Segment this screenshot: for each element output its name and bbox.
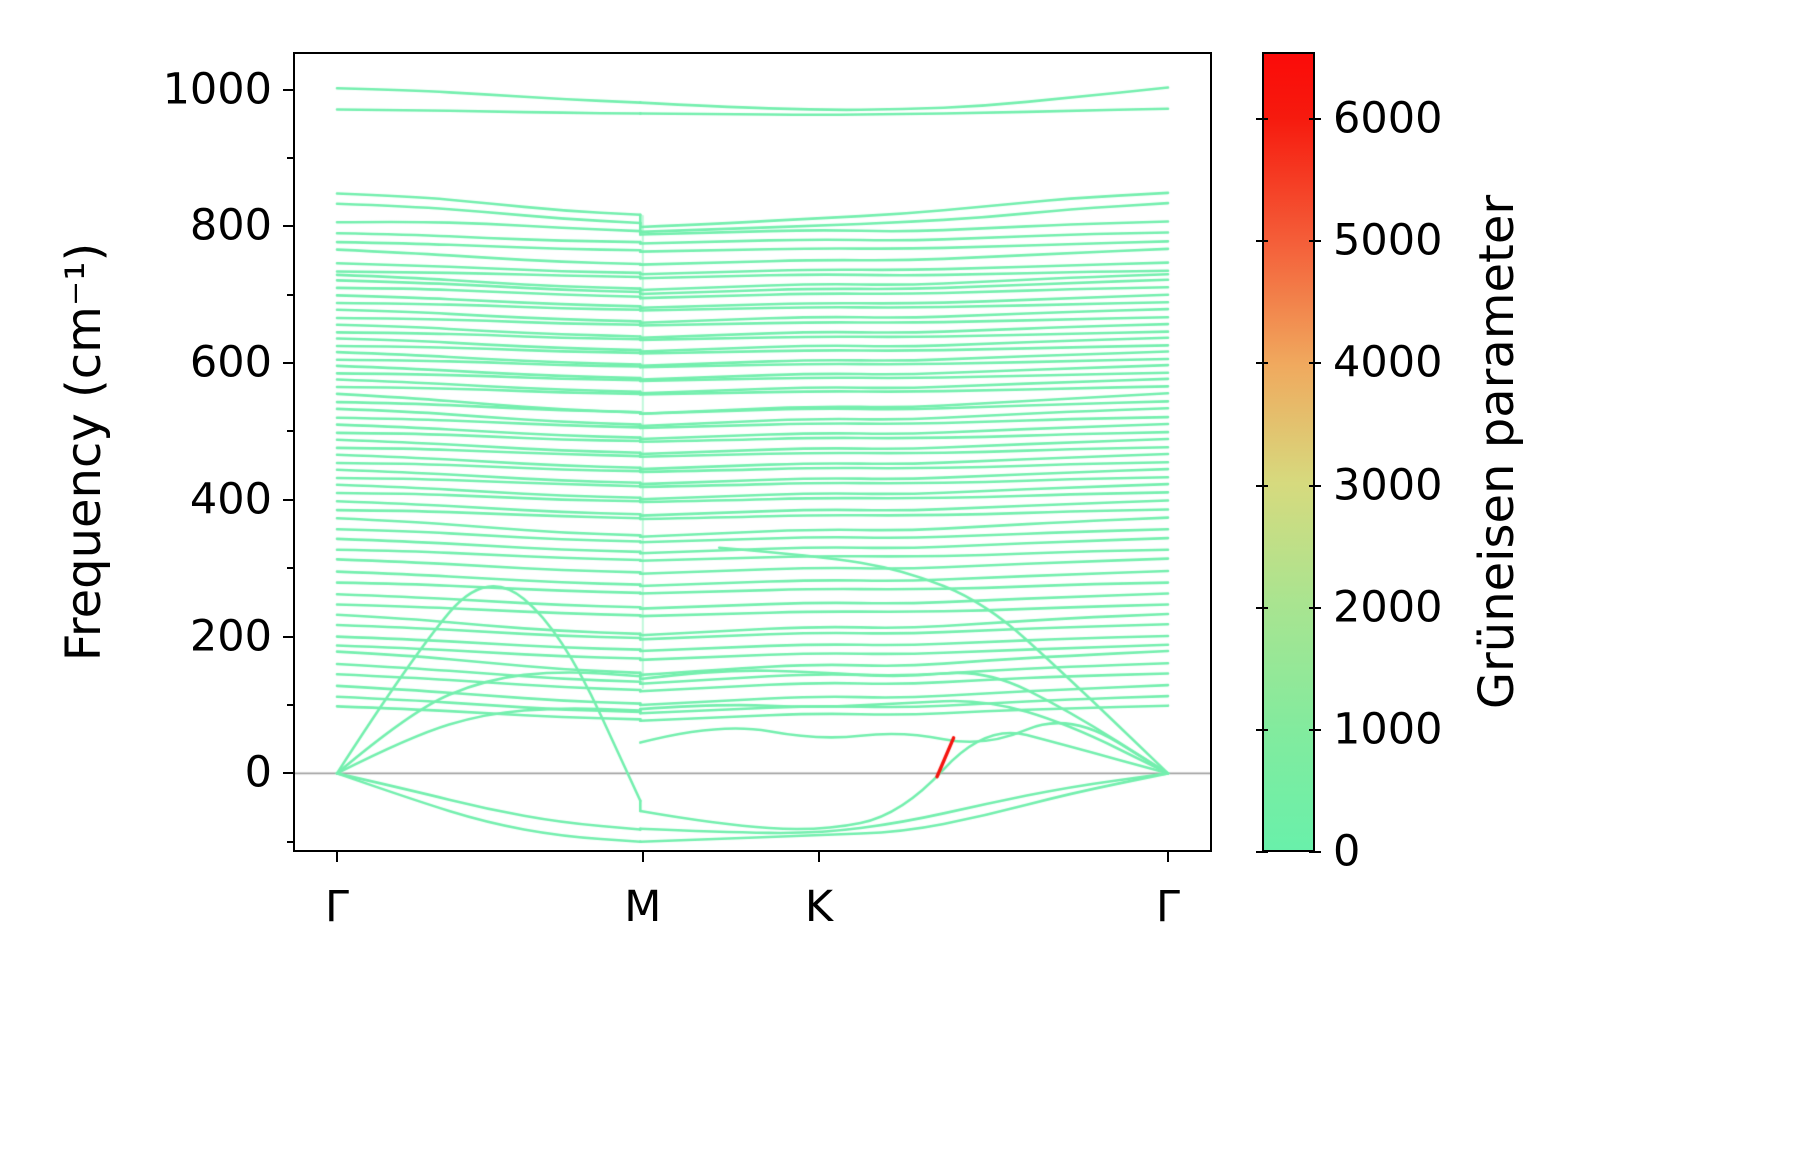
colorbar-tick-mark: [1256, 606, 1268, 609]
colorbar-tick-mark: [1309, 240, 1321, 243]
colorbar-tick-label: 2000: [1333, 582, 1443, 633]
colorbar-gradient: [1264, 54, 1313, 850]
y-minor-tick-mark: [287, 293, 293, 296]
y-minor-tick-mark: [287, 703, 293, 706]
y-minor-tick-mark: [287, 567, 293, 570]
colorbar-tick-mark: [1309, 484, 1321, 487]
y-tick-mark: [283, 772, 293, 775]
colorbar-tick-label: 0: [1333, 826, 1361, 877]
x-tick-mark: [641, 852, 644, 862]
y-tick-label: 0: [244, 747, 272, 798]
colorbar-tick-label: 1000: [1333, 704, 1443, 755]
colorbar-tick-mark: [1256, 362, 1268, 365]
y-tick-mark: [283, 88, 293, 91]
y-tick-label: 200: [189, 611, 272, 662]
x-tick-label: Γ: [325, 882, 349, 932]
x-tick-label: M: [624, 882, 662, 932]
y-tick-mark: [283, 362, 293, 365]
colorbar-tick-mark: [1256, 118, 1268, 121]
colorbar-tick-mark: [1309, 362, 1321, 365]
y-tick-label: 600: [189, 337, 272, 388]
colorbar-tick-mark: [1309, 606, 1321, 609]
y-minor-tick-mark: [287, 430, 293, 433]
x-tick-mark: [817, 852, 820, 862]
x-tick-mark: [1167, 852, 1169, 862]
y-axis-label: Frequency (cm⁻¹): [56, 242, 112, 662]
colorbar-tick-mark: [1256, 484, 1268, 487]
band-canvas: [293, 52, 1212, 852]
y-tick-mark: [283, 225, 293, 228]
colorbar-tick-label: 4000: [1333, 337, 1443, 388]
colorbar-tick-mark: [1256, 728, 1268, 731]
x-tick-label: K: [804, 882, 834, 932]
colorbar: [1262, 52, 1315, 852]
x-tick-label: Γ: [1156, 882, 1180, 932]
colorbar-tick-mark: [1256, 240, 1268, 243]
colorbar-label: Grüneisen parameter: [1469, 194, 1525, 710]
y-tick-label: 400: [189, 474, 272, 525]
y-tick-mark: [283, 498, 293, 501]
y-tick-mark: [283, 635, 293, 638]
y-tick-label: 1000: [162, 64, 272, 115]
y-tick-label: 800: [189, 200, 272, 251]
colorbar-tick-label: 3000: [1333, 460, 1443, 511]
y-minor-tick-mark: [287, 156, 293, 159]
colorbar-tick-mark: [1309, 728, 1321, 731]
colorbar-tick-mark: [1309, 118, 1321, 121]
colorbar-tick-label: 6000: [1333, 93, 1443, 144]
y-minor-tick-mark: [287, 840, 293, 843]
colorbar-tick-label: 5000: [1333, 215, 1443, 266]
x-tick-mark: [336, 852, 338, 862]
colorbar-tick-mark: [1309, 851, 1321, 853]
colorbar-tick-mark: [1256, 851, 1268, 853]
